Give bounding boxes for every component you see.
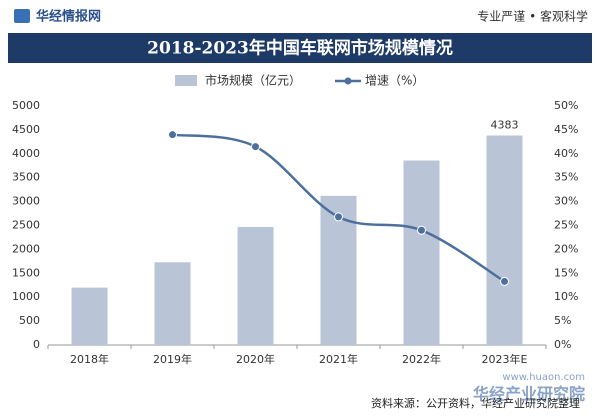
line-point xyxy=(168,130,177,140)
y2-tick-label: 5% xyxy=(554,314,571,327)
value-label: 4383 xyxy=(491,118,519,131)
bar xyxy=(486,135,523,345)
y2-tick-label: 40% xyxy=(554,147,578,160)
y2-tick-label: 15% xyxy=(554,266,578,279)
legend-label: 增速（%） xyxy=(365,74,424,88)
title-bar xyxy=(8,33,592,63)
y2-tick-label: 25% xyxy=(554,219,578,232)
y2-tick-label: 30% xyxy=(554,195,578,208)
y2-tick-label: 0% xyxy=(554,338,571,351)
line-point xyxy=(417,225,426,235)
y-tick-label: 1000 xyxy=(12,290,40,303)
x-tick-label: 2018年 xyxy=(70,352,109,366)
line-point xyxy=(334,212,343,222)
y-tick-label: 2000 xyxy=(12,242,40,255)
x-tick-label: 2021年 xyxy=(319,352,358,366)
y-tick-label: 0 xyxy=(33,338,40,351)
bar xyxy=(403,160,440,345)
y-tick-label: 1500 xyxy=(12,266,40,279)
y-tick-label: 3500 xyxy=(12,171,40,184)
legend-label: 市场规模（亿元） xyxy=(205,73,301,88)
y2-tick-label: 10% xyxy=(554,290,578,303)
bar xyxy=(71,287,108,345)
x-tick-label: 2020年 xyxy=(236,352,275,366)
watermark-url: www.huaon.com xyxy=(502,372,585,383)
y-tick-label: 2500 xyxy=(12,219,40,232)
line-point xyxy=(251,142,260,152)
y2-tick-label: 50% xyxy=(554,99,578,112)
source-note: 资料来源：公开资料，华经产业研究院整理 xyxy=(371,396,580,410)
x-tick-label: 2023年E xyxy=(482,352,528,366)
x-tick-label: 2019年 xyxy=(153,352,192,366)
bar xyxy=(237,226,274,345)
line-point xyxy=(500,276,509,286)
logo-icon xyxy=(14,9,30,23)
y-tick-label: 4000 xyxy=(12,147,40,160)
slogan: 专业严谨 • 客观科学 xyxy=(477,9,588,24)
y-tick-label: 5000 xyxy=(12,99,40,112)
y2-tick-label: 45% xyxy=(554,123,578,136)
x-tick-label: 2022年 xyxy=(402,352,441,366)
watermark: 华经产业研究院 xyxy=(473,385,585,404)
y-tick-label: 4500 xyxy=(12,123,40,136)
legend-swatch xyxy=(344,77,352,85)
legend-swatch xyxy=(175,75,197,86)
y2-tick-label: 20% xyxy=(554,242,578,255)
y-tick-label: 3000 xyxy=(12,195,40,208)
logo-text: 华经情报网 xyxy=(36,9,101,25)
y-tick-label: 500 xyxy=(19,314,40,327)
bar xyxy=(154,262,191,345)
chart-title: 2018-2023年中国车联网市场规模情况 xyxy=(147,38,453,59)
y2-tick-label: 35% xyxy=(554,171,578,184)
